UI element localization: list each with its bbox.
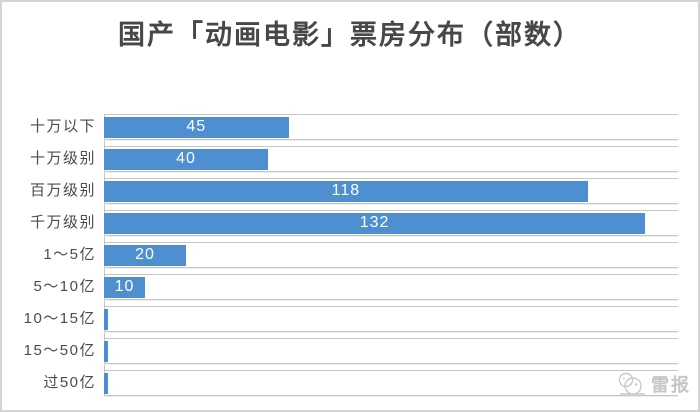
category-label: 十万以下 [29, 118, 96, 135]
chart-row: 十万级别 40 [2, 146, 698, 172]
chart-row: 百万级别 118 [2, 178, 698, 204]
bar [104, 308, 109, 330]
chart-row: 1～5亿 20 [2, 242, 698, 268]
bar-value-label: 45 [186, 118, 207, 135]
category-label: 十万级别 [29, 150, 96, 167]
bar: 40 [104, 148, 268, 170]
bar-track [104, 338, 678, 364]
chart-row: 十万以下 45 [2, 114, 698, 140]
category-label: 1～5亿 [43, 246, 96, 263]
category-label: 过50亿 [43, 374, 96, 391]
chart-row: 5～10亿 10 [2, 274, 698, 300]
chart-area: 十万以下 45 十万级别 40 百万级别 118 [2, 114, 698, 398]
category-label: 百万级别 [29, 182, 96, 199]
watermark: 雷报 [617, 371, 691, 397]
chart-row: 15～50亿 [2, 338, 698, 364]
bar-value-label: 40 [176, 150, 196, 167]
category-label: 15～50亿 [23, 342, 96, 359]
bar-track: 20 [104, 242, 678, 268]
bar: 20 [104, 244, 186, 266]
bar-track: 10 [104, 274, 678, 300]
bar: 132 [104, 212, 646, 234]
bar [104, 340, 109, 362]
bar-track [104, 370, 678, 396]
bar-track: 45 [104, 114, 678, 140]
category-label: 5～10亿 [33, 278, 96, 295]
page-title: 国产「动画电影」票房分布（部数） [118, 20, 582, 50]
bar [104, 372, 109, 394]
bar: 45 [104, 116, 289, 138]
chart-row: 过50亿 [2, 370, 698, 396]
category-label: 千万级别 [29, 214, 96, 231]
bar-track: 40 [104, 146, 678, 172]
bar-track: 118 [104, 178, 678, 204]
chart-row: 10～15亿 [2, 306, 698, 332]
bar-track [104, 306, 678, 332]
bar-value-label: 20 [135, 246, 155, 263]
watermark-label: 雷报 [651, 375, 691, 395]
bar-value-label: 10 [114, 278, 135, 295]
bar: 10 [104, 276, 145, 298]
category-label: 10～15亿 [23, 310, 96, 327]
bar: 118 [104, 180, 588, 202]
bar-value-label: 132 [359, 214, 390, 231]
mascot-logo-icon [618, 372, 645, 395]
chart-row: 千万级别 132 [2, 210, 698, 236]
bar-track: 132 [104, 210, 678, 236]
bar-value-label: 118 [331, 182, 361, 199]
